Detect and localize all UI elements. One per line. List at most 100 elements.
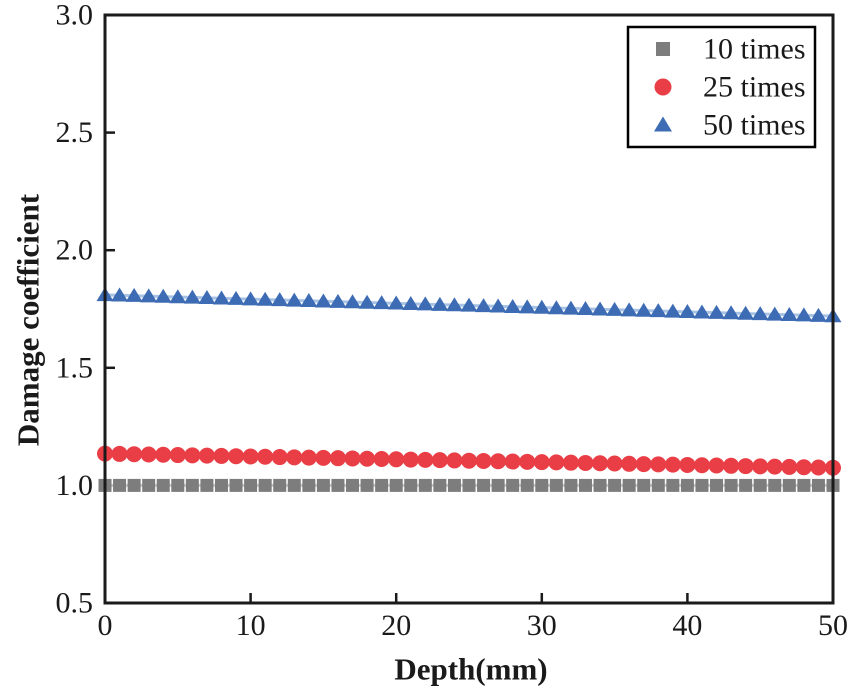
data-point-50-times <box>183 289 201 304</box>
data-point-10-times <box>244 478 258 492</box>
data-point-25-times <box>315 449 332 466</box>
data-point-10-times <box>535 478 549 492</box>
data-point-10-times <box>346 478 360 492</box>
data-point-25-times <box>431 452 448 469</box>
legend-label: 50 times <box>703 109 806 142</box>
data-point-10-times <box>739 478 753 492</box>
data-point-25-times <box>169 447 186 464</box>
data-point-25-times <box>548 454 565 471</box>
data-point-10-times <box>782 478 796 492</box>
data-point-50-times <box>533 299 551 314</box>
data-point-50-times <box>285 292 303 307</box>
data-point-50-times <box>358 294 376 309</box>
data-point-25-times <box>329 450 346 467</box>
data-point-10-times <box>171 478 185 492</box>
data-point-25-times <box>810 459 827 476</box>
data-point-50-times <box>678 304 696 319</box>
data-point-50-times <box>795 307 813 322</box>
x-tick-label: 50 <box>818 609 848 642</box>
data-point-10-times <box>578 478 592 492</box>
data-point-10-times <box>753 478 767 492</box>
data-point-10-times <box>797 478 811 492</box>
legend-marker-circle <box>654 78 672 96</box>
data-point-10-times <box>302 478 316 492</box>
data-point-50-times <box>620 302 638 317</box>
data-point-50-times <box>737 305 755 320</box>
data-point-50-times <box>606 301 624 316</box>
y-axis-label: Damage coefficient <box>11 193 46 446</box>
data-point-50-times <box>489 298 507 313</box>
data-point-10-times <box>273 478 287 492</box>
data-point-25-times <box>126 446 143 463</box>
data-point-25-times <box>679 456 696 473</box>
data-point-50-times <box>518 299 536 314</box>
data-point-50-times <box>242 291 260 306</box>
x-tick-label: 10 <box>236 609 266 642</box>
data-point-10-times <box>491 478 505 492</box>
data-point-10-times <box>156 478 170 492</box>
data-point-50-times <box>154 288 172 303</box>
data-point-50-times <box>198 290 216 305</box>
data-point-10-times <box>622 478 636 492</box>
data-point-10-times <box>127 478 141 492</box>
data-point-50-times <box>300 293 318 308</box>
data-point-25-times <box>242 448 259 465</box>
data-point-25-times <box>781 458 798 475</box>
legend-marker-triangle <box>654 116 672 132</box>
data-point-25-times <box>213 447 230 464</box>
data-point-50-times <box>314 293 332 308</box>
plot-area: 0 10 20 30 40 50 0.5 1.0 1.5 2.0 2.5 3.0 <box>56 0 849 642</box>
data-point-10-times <box>462 478 476 492</box>
data-point-10-times <box>549 478 563 492</box>
data-point-10-times <box>593 478 607 492</box>
data-point-50-times <box>504 298 522 313</box>
data-point-50-times <box>708 304 726 319</box>
y-tick-label: 1.5 <box>56 351 94 384</box>
data-point-10-times <box>666 478 680 492</box>
data-point-25-times <box>461 452 477 469</box>
data-point-25-times <box>359 450 376 467</box>
data-point-10-times <box>185 478 199 492</box>
data-point-10-times <box>375 478 389 492</box>
data-point-50-times <box>576 301 594 316</box>
data-point-10-times <box>142 478 156 492</box>
data-point-50-times <box>402 295 420 310</box>
data-point-25-times <box>417 451 434 468</box>
plot-frame <box>103 13 835 605</box>
data-point-50-times <box>169 289 187 304</box>
data-point-10-times <box>637 478 651 492</box>
x-axis-label: Depth(mm) <box>394 652 547 687</box>
data-point-50-times <box>416 296 434 311</box>
data-point-25-times <box>562 454 579 471</box>
x-tick-label: 40 <box>672 609 702 642</box>
data-point-25-times <box>621 455 638 472</box>
data-point-50-times <box>591 301 609 316</box>
data-point-25-times <box>664 456 681 473</box>
data-point-10-times <box>287 478 301 492</box>
data-point-50-times <box>664 303 682 318</box>
legend-item: 25 times <box>654 71 806 104</box>
data-point-50-times <box>256 291 274 306</box>
data-point-10-times <box>651 478 665 492</box>
data-point-25-times <box>446 452 463 469</box>
data-point-10-times <box>229 478 243 492</box>
data-point-10-times <box>564 478 578 492</box>
data-point-10-times <box>433 478 447 492</box>
data-point-25-times <box>140 446 157 463</box>
data-point-50-times <box>693 304 711 319</box>
data-point-10-times <box>695 478 709 492</box>
data-point-25-times <box>475 452 492 469</box>
y-tick-label: 2.5 <box>56 116 94 149</box>
data-point-25-times <box>723 457 740 474</box>
data-point-50-times <box>445 297 463 312</box>
legend-label: 25 times <box>703 71 806 104</box>
data-point-25-times <box>708 457 725 474</box>
data-point-50-times <box>140 288 158 303</box>
data-point-25-times <box>606 455 623 472</box>
data-point-25-times <box>388 451 405 468</box>
data-point-50-times <box>635 302 653 317</box>
legend-label: 10 times <box>703 33 806 66</box>
legend-item: 10 times <box>656 33 806 66</box>
data-point-10-times <box>506 478 520 492</box>
data-point-50-times <box>387 295 405 310</box>
